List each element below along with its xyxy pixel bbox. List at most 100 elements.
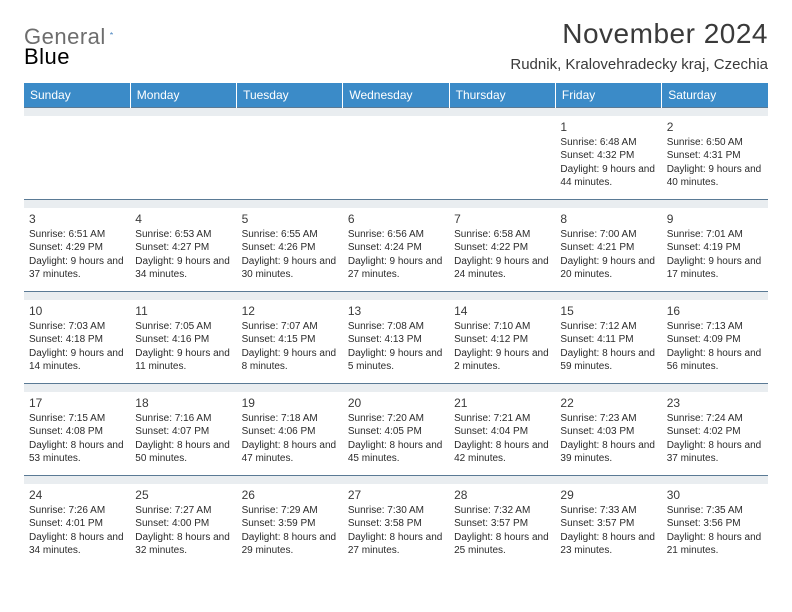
- sunrise-line: Sunrise: 7:21 AM: [454, 412, 550, 426]
- sunset-line: Sunset: 3:58 PM: [348, 517, 444, 531]
- calendar-body: 1Sunrise: 6:48 AMSunset: 4:32 PMDaylight…: [24, 108, 768, 568]
- calendar-cell: 19Sunrise: 7:18 AMSunset: 4:06 PMDayligh…: [237, 392, 343, 476]
- logo-text-blue: Blue: [24, 44, 70, 69]
- week-separator: [24, 384, 768, 392]
- calendar-cell: 13Sunrise: 7:08 AMSunset: 4:13 PMDayligh…: [343, 300, 449, 384]
- day-number: 11: [135, 303, 231, 319]
- daylight-line: Daylight: 8 hours and 32 minutes.: [135, 531, 231, 558]
- calendar-week-row: 3Sunrise: 6:51 AMSunset: 4:29 PMDaylight…: [24, 208, 768, 292]
- daylight-line: Daylight: 9 hours and 8 minutes.: [242, 347, 338, 374]
- day-number: 20: [348, 395, 444, 411]
- sunset-line: Sunset: 4:26 PM: [242, 241, 338, 255]
- calendar-cell: 29Sunrise: 7:33 AMSunset: 3:57 PMDayligh…: [555, 484, 661, 568]
- daylight-line: Daylight: 8 hours and 39 minutes.: [560, 439, 656, 466]
- daylight-line: Daylight: 9 hours and 44 minutes.: [560, 163, 656, 190]
- day-number: 6: [348, 211, 444, 227]
- sunrise-line: Sunrise: 6:48 AM: [560, 136, 656, 150]
- weekday-header: Friday: [555, 83, 661, 108]
- sunrise-line: Sunrise: 7:05 AM: [135, 320, 231, 334]
- sunrise-line: Sunrise: 7:10 AM: [454, 320, 550, 334]
- calendar-cell: 23Sunrise: 7:24 AMSunset: 4:02 PMDayligh…: [662, 392, 768, 476]
- day-number: 29: [560, 487, 656, 503]
- sunrise-line: Sunrise: 7:20 AM: [348, 412, 444, 426]
- daylight-line: Daylight: 9 hours and 37 minutes.: [29, 255, 125, 282]
- sunset-line: Sunset: 4:01 PM: [29, 517, 125, 531]
- day-number: 16: [667, 303, 763, 319]
- sunset-line: Sunset: 4:32 PM: [560, 149, 656, 163]
- sunset-line: Sunset: 4:05 PM: [348, 425, 444, 439]
- daylight-line: Daylight: 8 hours and 27 minutes.: [348, 531, 444, 558]
- calendar-cell: 21Sunrise: 7:21 AMSunset: 4:04 PMDayligh…: [449, 392, 555, 476]
- sunset-line: Sunset: 4:03 PM: [560, 425, 656, 439]
- sunrise-line: Sunrise: 6:55 AM: [242, 228, 338, 242]
- sunset-line: Sunset: 4:09 PM: [667, 333, 763, 347]
- calendar-cell: 11Sunrise: 7:05 AMSunset: 4:16 PMDayligh…: [130, 300, 236, 384]
- sunrise-line: Sunrise: 7:27 AM: [135, 504, 231, 518]
- day-number: 1: [560, 119, 656, 135]
- calendar-cell: 22Sunrise: 7:23 AMSunset: 4:03 PMDayligh…: [555, 392, 661, 476]
- sunrise-line: Sunrise: 6:50 AM: [667, 136, 763, 150]
- sunrise-line: Sunrise: 7:13 AM: [667, 320, 763, 334]
- day-number: 17: [29, 395, 125, 411]
- calendar-cell-empty: [24, 116, 130, 200]
- sunrise-line: Sunrise: 7:26 AM: [29, 504, 125, 518]
- day-number: 27: [348, 487, 444, 503]
- daylight-line: Daylight: 8 hours and 34 minutes.: [29, 531, 125, 558]
- title-block: November 2024 Rudnik, Kralovehradecky kr…: [510, 18, 768, 73]
- daylight-line: Daylight: 9 hours and 5 minutes.: [348, 347, 444, 374]
- sunset-line: Sunset: 4:13 PM: [348, 333, 444, 347]
- sunrise-line: Sunrise: 7:01 AM: [667, 228, 763, 242]
- daylight-line: Daylight: 8 hours and 37 minutes.: [667, 439, 763, 466]
- daylight-line: Daylight: 9 hours and 30 minutes.: [242, 255, 338, 282]
- sunrise-line: Sunrise: 7:12 AM: [560, 320, 656, 334]
- sunrise-line: Sunrise: 7:33 AM: [560, 504, 656, 518]
- daylight-line: Daylight: 9 hours and 11 minutes.: [135, 347, 231, 374]
- day-number: 21: [454, 395, 550, 411]
- calendar-cell: 17Sunrise: 7:15 AMSunset: 4:08 PMDayligh…: [24, 392, 130, 476]
- sunrise-line: Sunrise: 7:16 AM: [135, 412, 231, 426]
- sunrise-line: Sunrise: 7:15 AM: [29, 412, 125, 426]
- sunrise-line: Sunrise: 7:18 AM: [242, 412, 338, 426]
- day-number: 30: [667, 487, 763, 503]
- daylight-line: Daylight: 9 hours and 24 minutes.: [454, 255, 550, 282]
- daylight-line: Daylight: 9 hours and 20 minutes.: [560, 255, 656, 282]
- day-number: 15: [560, 303, 656, 319]
- weekday-header: Monday: [130, 83, 236, 108]
- sunrise-line: Sunrise: 7:24 AM: [667, 412, 763, 426]
- calendar-cell: 2Sunrise: 6:50 AMSunset: 4:31 PMDaylight…: [662, 116, 768, 200]
- calendar-cell: 27Sunrise: 7:30 AMSunset: 3:58 PMDayligh…: [343, 484, 449, 568]
- day-number: 23: [667, 395, 763, 411]
- calendar-cell: 24Sunrise: 7:26 AMSunset: 4:01 PMDayligh…: [24, 484, 130, 568]
- calendar-page: General November 2024 Rudnik, Kralovehra…: [0, 0, 792, 592]
- sunset-line: Sunset: 4:08 PM: [29, 425, 125, 439]
- daylight-line: Daylight: 9 hours and 2 minutes.: [454, 347, 550, 374]
- calendar-cell-empty: [237, 116, 343, 200]
- calendar-cell: 4Sunrise: 6:53 AMSunset: 4:27 PMDaylight…: [130, 208, 236, 292]
- sunset-line: Sunset: 4:31 PM: [667, 149, 763, 163]
- day-number: 26: [242, 487, 338, 503]
- sunrise-line: Sunrise: 7:07 AM: [242, 320, 338, 334]
- sunrise-line: Sunrise: 6:58 AM: [454, 228, 550, 242]
- daylight-line: Daylight: 9 hours and 40 minutes.: [667, 163, 763, 190]
- calendar-cell-empty: [130, 116, 236, 200]
- day-number: 4: [135, 211, 231, 227]
- calendar-cell: 1Sunrise: 6:48 AMSunset: 4:32 PMDaylight…: [555, 116, 661, 200]
- sunset-line: Sunset: 4:18 PM: [29, 333, 125, 347]
- weekday-header: Tuesday: [237, 83, 343, 108]
- daylight-line: Daylight: 8 hours and 59 minutes.: [560, 347, 656, 374]
- calendar-cell: 5Sunrise: 6:55 AMSunset: 4:26 PMDaylight…: [237, 208, 343, 292]
- daylight-line: Daylight: 8 hours and 29 minutes.: [242, 531, 338, 558]
- daylight-line: Daylight: 8 hours and 50 minutes.: [135, 439, 231, 466]
- sunset-line: Sunset: 4:29 PM: [29, 241, 125, 255]
- day-number: 19: [242, 395, 338, 411]
- calendar-cell-empty: [449, 116, 555, 200]
- weekday-header: Wednesday: [343, 83, 449, 108]
- calendar-cell: 25Sunrise: 7:27 AMSunset: 4:00 PMDayligh…: [130, 484, 236, 568]
- weekday-header: Saturday: [662, 83, 768, 108]
- sunset-line: Sunset: 4:06 PM: [242, 425, 338, 439]
- sunset-line: Sunset: 4:11 PM: [560, 333, 656, 347]
- sunset-line: Sunset: 4:12 PM: [454, 333, 550, 347]
- sunrise-line: Sunrise: 6:56 AM: [348, 228, 444, 242]
- day-number: 25: [135, 487, 231, 503]
- day-number: 7: [454, 211, 550, 227]
